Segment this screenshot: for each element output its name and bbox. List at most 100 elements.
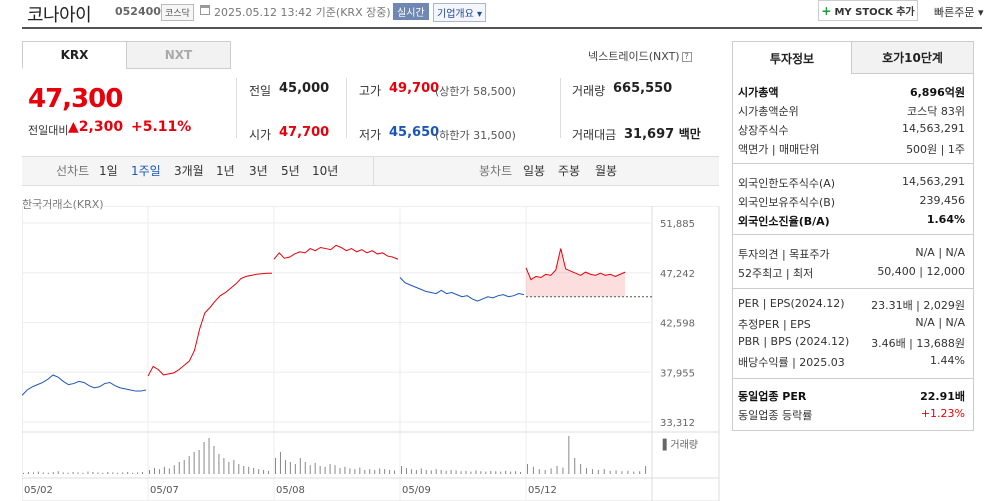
info-row-label: 추정PER | EPS — [738, 318, 811, 331]
volume-bar — [168, 468, 170, 474]
volume-bar — [627, 470, 629, 474]
volume-bar — [480, 471, 482, 474]
volume-bar — [329, 464, 331, 474]
add-my-stock-button[interactable]: + MY STOCK 추가 — [818, 0, 918, 21]
realtime-button[interactable]: 실시간 — [393, 3, 429, 20]
info-row-value: N/A | N/A — [915, 316, 965, 329]
nextrade-link[interactable]: 넥스트레이드(NXT)? — [588, 48, 692, 64]
info-row-value: +1.23% — [920, 407, 965, 420]
info-row-value: 23.31배 | 2,029원 — [871, 299, 965, 312]
volume-bar — [193, 452, 195, 474]
volume-bar — [615, 470, 617, 474]
volume-bar — [208, 438, 210, 474]
volume-label: 거래량 — [572, 84, 606, 98]
volume-bar — [430, 470, 432, 474]
volume-bar — [609, 470, 611, 474]
price-chart: 51,885 47,242 42,598 37,955 33,312 ▌거래량 05/02 0… — [22, 206, 720, 501]
info-row-label: 52주최고 | 최저 — [738, 267, 814, 280]
price-line-05-12 — [525, 248, 626, 281]
nextrade-label: 넥스트레이드(NXT) — [588, 50, 680, 63]
divider — [346, 78, 347, 138]
tab-investment-info[interactable]: 투자정보 — [732, 41, 852, 74]
candle-weekly[interactable]: 주봉 — [558, 164, 581, 178]
quick-order-dropdown[interactable]: 빠른주문 ▾ — [934, 4, 984, 20]
volume-bar — [47, 472, 49, 474]
info-row-label: 액면가 | 매매단위 — [738, 143, 820, 156]
info-row-value: 50,400 | 12,000 — [877, 265, 965, 278]
volume-bar — [465, 470, 467, 474]
volume-bar — [279, 452, 281, 474]
volume-bar — [556, 466, 558, 474]
volume-bar — [23, 472, 24, 474]
price-change: ▲2,300 — [68, 119, 123, 135]
change-label: 전일대비 — [28, 124, 69, 137]
period-1w[interactable]: 1주일 — [131, 164, 161, 178]
volume-bar — [243, 466, 245, 474]
period-3y[interactable]: 3년 — [249, 164, 268, 178]
quick-order-label: 빠른주문 — [934, 6, 975, 19]
volume-bar — [389, 470, 391, 474]
volume-bar — [32, 472, 34, 474]
volume-bar — [450, 470, 452, 474]
volume-bar — [550, 468, 552, 474]
volume-bar — [268, 470, 270, 474]
period-3m[interactable]: 3개월 — [174, 164, 204, 178]
volume-bar — [597, 470, 599, 474]
info-row-label: 시가총액 — [738, 86, 779, 99]
candle-daily[interactable]: 일봉 — [523, 164, 546, 178]
price-change-value: 2,300 — [78, 119, 124, 135]
info-row-value: 1.64% — [926, 213, 965, 226]
volume-bar — [233, 460, 235, 474]
volume-bar — [67, 472, 69, 474]
info-row-label: 외국인소진율(B/A) — [738, 215, 830, 228]
period-1y[interactable]: 1년 — [216, 164, 235, 178]
high-label: 고가 — [359, 84, 382, 98]
x-tick-label: 05/12 — [528, 485, 557, 496]
period-10y[interactable]: 10년 — [312, 164, 339, 178]
help-icon[interactable]: ? — [681, 52, 692, 62]
volume-bar — [405, 468, 407, 474]
change-fill-area — [526, 248, 626, 297]
volume-bar — [183, 460, 185, 474]
period-1d[interactable]: 1일 — [99, 164, 118, 178]
price-change-percent: +5.11% — [131, 119, 192, 135]
market-badge: 코스닥 — [161, 4, 194, 21]
volume-bar — [304, 462, 306, 474]
volume-bar — [238, 464, 240, 474]
volume-bar — [544, 470, 546, 474]
up-triangle-icon: ▲ — [68, 119, 79, 135]
volume-bar — [253, 468, 255, 474]
volume-bar — [27, 472, 29, 474]
volume-bar — [92, 472, 94, 474]
volume-bar — [314, 462, 316, 474]
chart-frame — [22, 206, 720, 501]
volume-bar — [384, 469, 386, 474]
volume-bar — [639, 471, 641, 474]
company-overview-dropdown[interactable]: 기업개요 ▾ — [433, 3, 487, 22]
volume-bar — [178, 462, 180, 474]
volume-bar — [485, 471, 487, 474]
candle-chart-label: 봉차트 — [479, 164, 513, 178]
info-row-value: 3.46배 | 13,688원 — [871, 337, 965, 350]
volume-bar — [52, 472, 54, 474]
y-tick-label: 37,955 — [660, 368, 695, 379]
info-row-label: 외국인한도주식수(A) — [738, 177, 836, 190]
tab-order-book[interactable]: 호가10단계 — [851, 41, 974, 74]
volume-bar — [309, 465, 311, 474]
volume-bar — [633, 471, 635, 474]
tab-krx[interactable]: KRX — [22, 41, 127, 69]
period-5y[interactable]: 5년 — [281, 164, 300, 178]
volume-bar — [142, 472, 144, 474]
line-chart-label: 선차트 — [56, 164, 90, 178]
volume-bar — [374, 470, 376, 474]
high-value: 49,700 — [389, 81, 440, 96]
low-label: 저가 — [359, 128, 382, 142]
tab-nxt[interactable]: NXT — [126, 41, 231, 69]
volume-bar — [379, 468, 381, 474]
volume-bar — [410, 469, 412, 474]
volume-bar — [520, 472, 522, 474]
plus-icon: + — [821, 3, 832, 18]
candle-monthly[interactable]: 월봉 — [595, 164, 618, 178]
info-row-label: 외국인보유주식수(B) — [738, 196, 836, 209]
volume-bar — [364, 470, 366, 474]
